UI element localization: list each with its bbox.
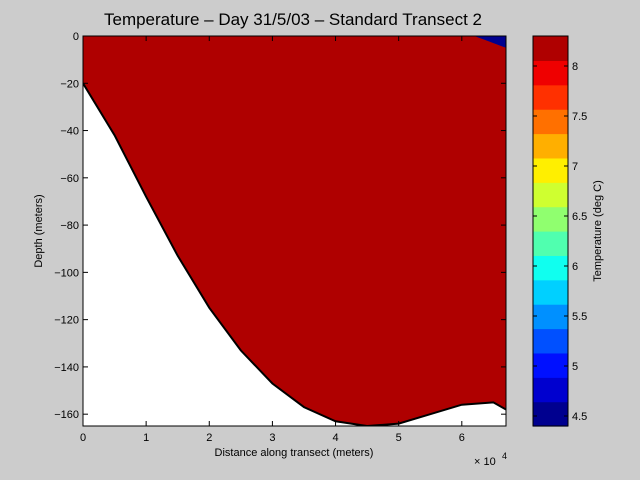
colorbar-swatch xyxy=(533,279,568,305)
colorbar-swatch xyxy=(533,109,568,135)
y-tick-label: 0 xyxy=(73,31,79,43)
colorbar-tick-label: 7.5 xyxy=(572,111,587,123)
y-axis: 0 −20 −40 −60 −80 −100 −120 −140 −160 xyxy=(54,31,506,421)
colorbar: 4.5 5 5.5 6 6.5 7 7.5 8 xyxy=(532,35,587,427)
colorbar-swatch xyxy=(533,401,568,427)
colorbar-ticks: 4.5 5 5.5 6 6.5 7 7.5 8 xyxy=(533,61,587,423)
colorbar-swatch xyxy=(533,352,568,378)
colorbar-swatch xyxy=(533,36,568,61)
colorbar-swatch xyxy=(533,157,568,183)
colorbar-tick-label: 6 xyxy=(572,261,578,273)
colorbar-swatch xyxy=(533,133,568,159)
x-tick-label: 5 xyxy=(396,432,402,444)
colorbar-swatch xyxy=(533,206,568,232)
seabed-outline xyxy=(83,82,506,426)
colorbar-tick-label: 5 xyxy=(572,361,578,373)
y-tick-label: −120 xyxy=(54,315,79,327)
y-tick-label: −100 xyxy=(54,267,79,279)
y-tick-label: −20 xyxy=(60,78,79,90)
seabed-profile xyxy=(83,83,506,426)
x-axis: 0 1 2 3 4 5 6 xyxy=(80,36,465,444)
colorbar-swatch xyxy=(533,255,568,281)
y-tick-label: −40 xyxy=(60,126,79,138)
y-tick-label: −80 xyxy=(60,220,79,232)
colorbar-label: Temperature (deg C) xyxy=(592,180,604,282)
colorbar-frame xyxy=(532,35,569,427)
colorbar-swatch xyxy=(533,182,568,208)
x-axis-label: Distance along transect (meters) xyxy=(215,447,374,459)
x-tick-label: 6 xyxy=(459,432,465,444)
colorbar-tick-label: 4.5 xyxy=(572,411,587,423)
colorbar-tick-label: 8 xyxy=(572,61,578,73)
x-exponent-power: 4 xyxy=(502,451,507,461)
plot-frame xyxy=(82,35,507,427)
colorbar-tick-label: 5.5 xyxy=(572,311,587,323)
y-tick-label: −160 xyxy=(54,409,79,421)
plot-area xyxy=(82,35,507,427)
x-tick-label: 1 xyxy=(143,432,149,444)
colorbar-swatch xyxy=(533,84,568,110)
x-tick-label: 3 xyxy=(269,432,275,444)
colorbar-tick-label: 7 xyxy=(572,161,578,173)
y-tick-label: −60 xyxy=(60,173,79,185)
x-exponent-base: × 10 xyxy=(474,456,496,468)
y-axis-label: Depth (meters) xyxy=(33,194,45,267)
chart-title: Temperature – Day 31/5/03 – Standard Tra… xyxy=(104,10,482,29)
x-tick-label: 4 xyxy=(332,432,338,444)
x-tick-label: 0 xyxy=(80,432,86,444)
x-tick-label: 2 xyxy=(206,432,212,444)
colorbar-swatch xyxy=(533,328,568,354)
colorbar-swatch xyxy=(533,231,568,256)
colorbar-tick-label: 6.5 xyxy=(572,211,587,223)
colorbar-swatch xyxy=(533,60,568,86)
colorbar-swatch xyxy=(533,377,568,403)
colorbar-swatches xyxy=(533,36,568,427)
y-tick-label: −140 xyxy=(54,362,79,374)
colorbar-swatch xyxy=(533,304,568,330)
